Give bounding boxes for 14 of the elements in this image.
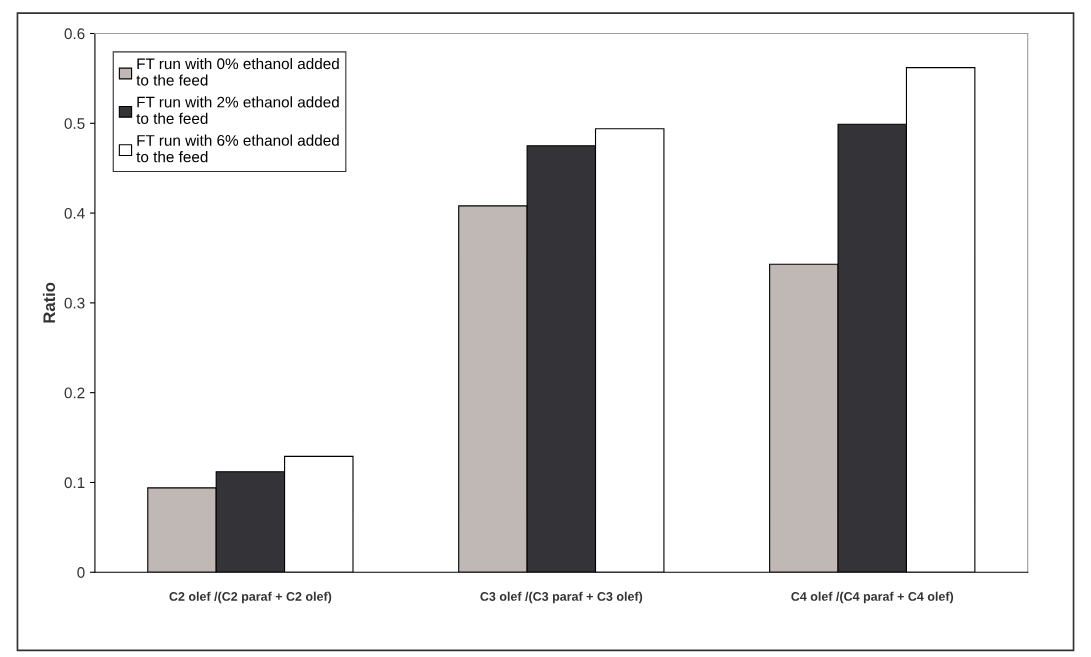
y-tick-label: 0.3 (64, 297, 85, 309)
legend-label: FT run with 6% ethanol added to the feed (136, 134, 339, 163)
x-tick-label: C4 olef /(C4 paraf + C4 olef) (791, 591, 954, 604)
y-tick-label: 0.6 (64, 28, 85, 40)
y-tick-label: 0.4 (64, 207, 85, 219)
y-tick-label: 0.2 (64, 387, 85, 399)
y-tick-label: 0.5 (64, 118, 85, 129)
x-tick-label: C2 olef /(C2 paraf + C2 olef) (169, 591, 332, 604)
legend-label: FT run with 0% ethanol added to the feed (136, 57, 339, 86)
y-axis-title: Ratio (42, 282, 56, 323)
legend-label: FT run with 2% ethanol added to the feed (136, 96, 339, 124)
y-tick-label: 0.1 (64, 477, 85, 489)
y-tick-label: 0 (77, 567, 85, 578)
x-tick-label: C3 olef /(C3 paraf + C3 olef) (480, 591, 643, 604)
